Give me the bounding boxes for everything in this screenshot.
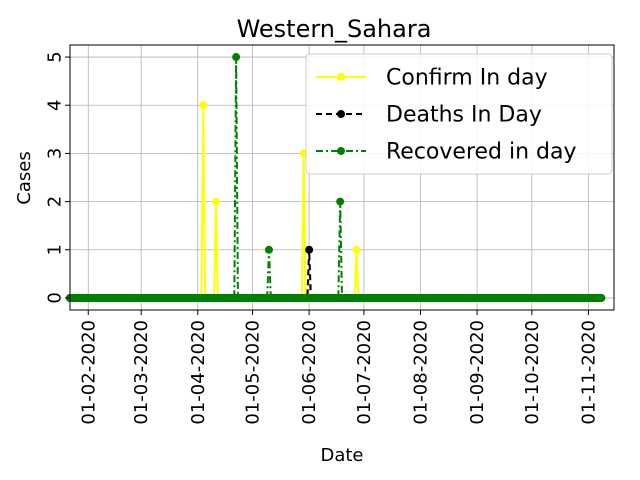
legend-label: Deaths In Day bbox=[386, 103, 542, 128]
legend-label: Confirm In day bbox=[386, 66, 548, 91]
y-tick-label: 3 bbox=[44, 148, 65, 159]
data-point bbox=[212, 197, 221, 206]
x-tick-label: 01-02-2020 bbox=[78, 320, 99, 425]
data-point bbox=[264, 245, 273, 254]
y-tick-label: 2 bbox=[44, 196, 65, 207]
x-tick-label: 01-08-2020 bbox=[410, 320, 431, 425]
x-tick-label: 01-04-2020 bbox=[188, 320, 209, 425]
data-point bbox=[336, 197, 345, 206]
x-tick-label: 01-06-2020 bbox=[299, 320, 320, 425]
x-tick-label: 01-05-2020 bbox=[243, 320, 264, 425]
x-axis-label: Date bbox=[320, 445, 363, 466]
legend-marker bbox=[337, 147, 345, 155]
x-tick-label: 01-09-2020 bbox=[467, 320, 488, 425]
legend: Confirm In day Deaths In Day Recovered in … bbox=[305, 53, 613, 175]
x-tick-label: 01-07-2020 bbox=[354, 320, 375, 425]
x-tick-label: 01-11-2020 bbox=[578, 320, 599, 425]
series-2 bbox=[66, 53, 606, 302]
legend-marker bbox=[337, 110, 345, 118]
chart-title: Western_Sahara bbox=[237, 15, 432, 43]
x-tick-label: 01-10-2020 bbox=[522, 320, 543, 425]
y-axis-ticks: 0 1 2 3 4 5 bbox=[44, 51, 70, 304]
legend-marker bbox=[337, 73, 345, 81]
data-point bbox=[352, 245, 361, 254]
legend-frame bbox=[305, 53, 613, 175]
y-tick-label: 4 bbox=[44, 100, 65, 111]
series-layer bbox=[66, 53, 606, 302]
data-point bbox=[199, 101, 208, 110]
data-point bbox=[305, 245, 314, 254]
y-tick-label: 5 bbox=[44, 51, 65, 62]
data-point bbox=[597, 293, 606, 302]
legend-label: Recovered in day bbox=[386, 140, 577, 165]
y-axis-label: Cases bbox=[14, 151, 35, 204]
x-axis-ticks: 01-02-2020 01-03-2020 01-04-2020 01-05-2020… bbox=[78, 310, 599, 425]
data-point bbox=[232, 53, 241, 62]
series-1 bbox=[66, 245, 606, 302]
plot-area bbox=[69, 44, 615, 311]
y-tick-label: 0 bbox=[44, 292, 65, 303]
x-tick-label: 01-03-2020 bbox=[131, 320, 152, 425]
series-line bbox=[70, 248, 602, 299]
y-tick-label: 1 bbox=[44, 244, 65, 255]
